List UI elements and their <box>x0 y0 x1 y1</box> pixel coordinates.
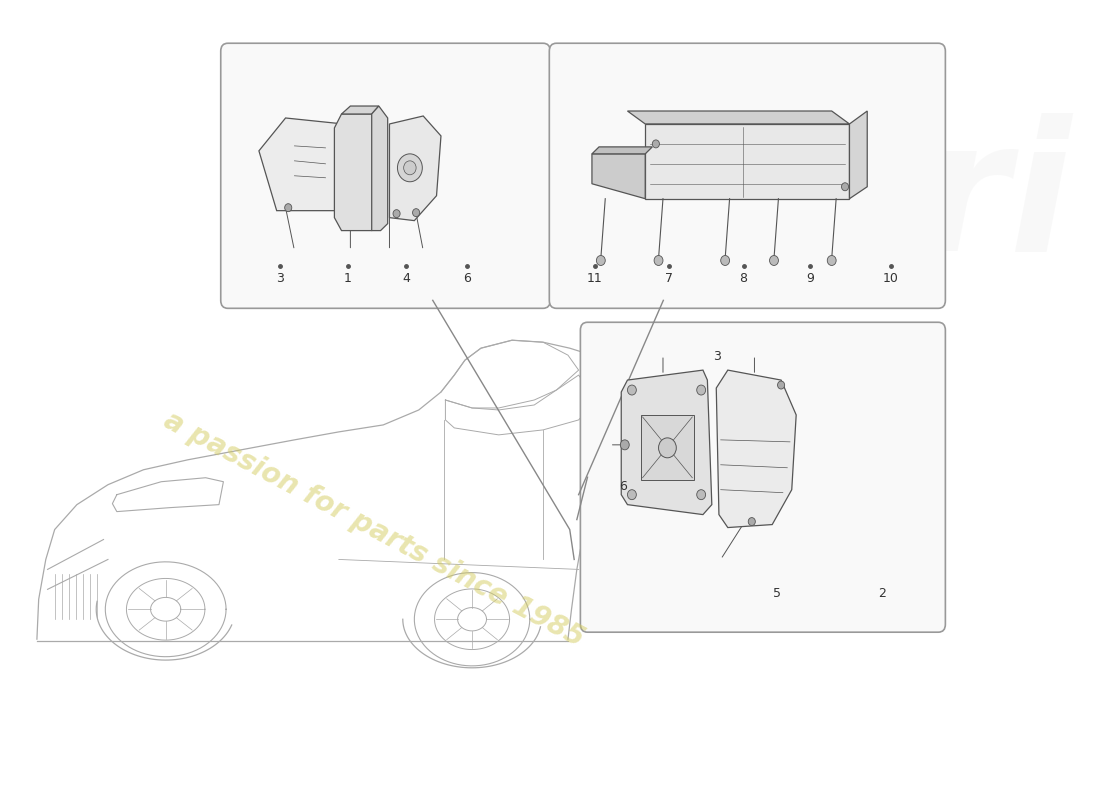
Polygon shape <box>592 147 652 154</box>
Circle shape <box>620 440 629 450</box>
Circle shape <box>627 385 636 395</box>
Circle shape <box>393 210 400 218</box>
Polygon shape <box>592 154 646 198</box>
Circle shape <box>659 438 676 458</box>
Polygon shape <box>372 106 387 230</box>
Circle shape <box>770 255 779 266</box>
Circle shape <box>842 182 848 190</box>
Circle shape <box>778 381 784 389</box>
Circle shape <box>404 161 416 174</box>
FancyBboxPatch shape <box>221 43 550 308</box>
Text: 6: 6 <box>618 479 627 493</box>
Circle shape <box>654 255 663 266</box>
Text: 9: 9 <box>806 272 814 285</box>
FancyBboxPatch shape <box>581 322 945 632</box>
Text: 11: 11 <box>586 272 603 285</box>
Circle shape <box>827 255 836 266</box>
Circle shape <box>696 385 705 395</box>
Circle shape <box>748 518 756 526</box>
Text: 2: 2 <box>878 587 887 600</box>
Circle shape <box>720 255 729 266</box>
Polygon shape <box>334 114 381 230</box>
Text: 6: 6 <box>463 272 472 285</box>
Circle shape <box>285 204 292 212</box>
Circle shape <box>652 140 659 148</box>
Text: 5: 5 <box>773 587 781 600</box>
Polygon shape <box>389 116 441 221</box>
Text: 10: 10 <box>882 272 899 285</box>
Text: 7: 7 <box>666 272 673 285</box>
Text: 3: 3 <box>713 350 722 363</box>
Text: a passion for parts since 1985: a passion for parts since 1985 <box>160 406 590 653</box>
Circle shape <box>627 490 636 500</box>
Polygon shape <box>258 118 356 210</box>
Text: 8: 8 <box>739 272 748 285</box>
Circle shape <box>596 255 605 266</box>
Circle shape <box>696 490 705 500</box>
Text: 1: 1 <box>343 272 352 285</box>
Polygon shape <box>341 106 378 114</box>
Text: alfieri: alfieri <box>475 113 1072 289</box>
Polygon shape <box>646 124 849 198</box>
Polygon shape <box>641 415 694 480</box>
FancyBboxPatch shape <box>549 43 945 308</box>
Circle shape <box>397 154 422 182</box>
Polygon shape <box>849 111 867 198</box>
Polygon shape <box>621 370 712 514</box>
Polygon shape <box>716 370 796 527</box>
Text: 4: 4 <box>402 272 410 285</box>
Circle shape <box>412 209 420 217</box>
Polygon shape <box>627 111 849 124</box>
Text: 3: 3 <box>276 272 284 285</box>
